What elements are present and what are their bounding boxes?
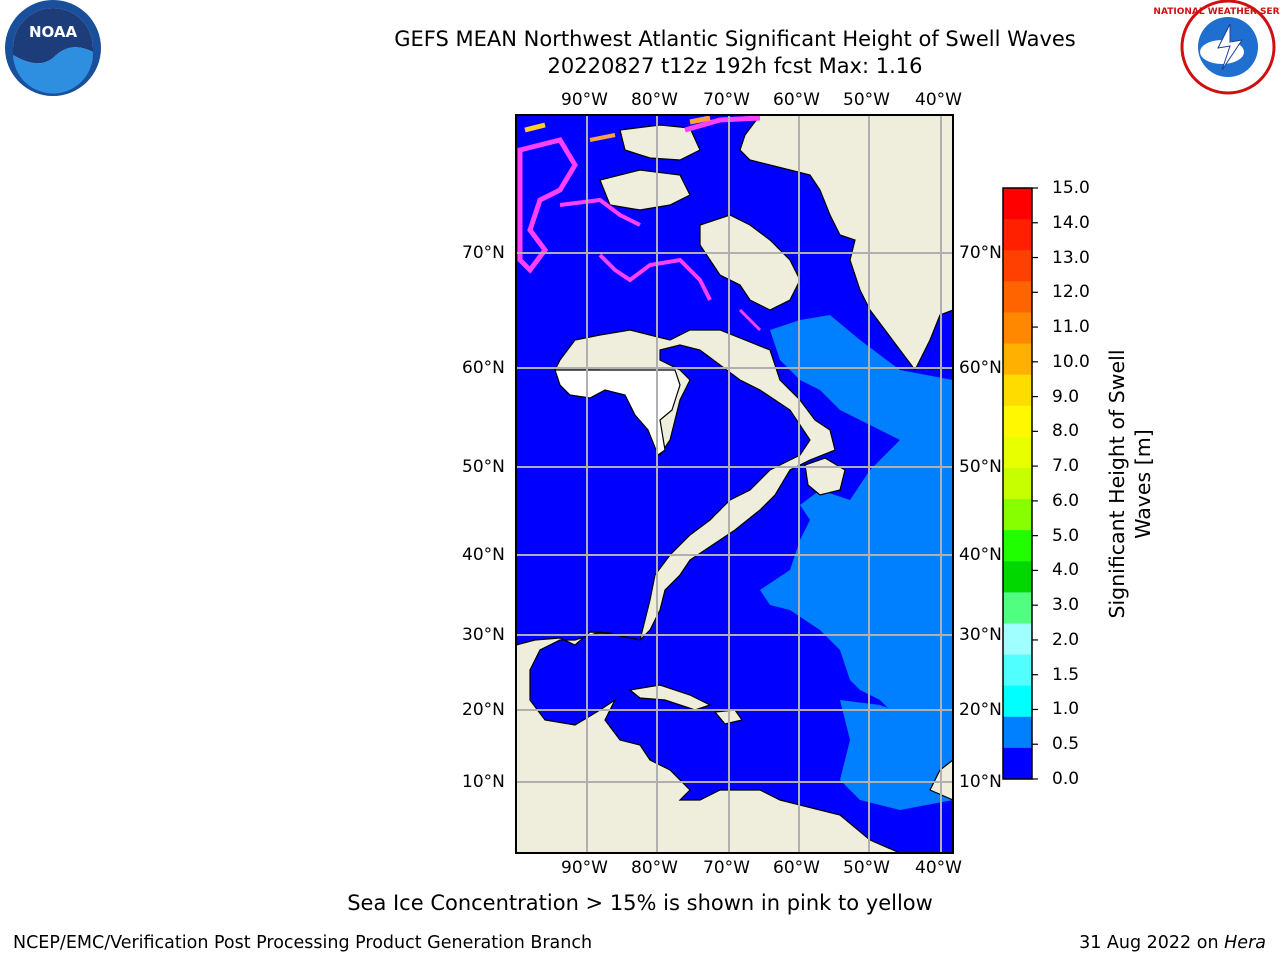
colorbar-label: 0.0 bbox=[1052, 769, 1080, 789]
land-baffin-island bbox=[699, 214, 801, 311]
colorbar-label: 7.0 bbox=[1052, 456, 1080, 477]
lon-label-top-60w: 60°W bbox=[773, 90, 820, 110]
colorbar-title: Significant Height of Swell Waves [m] bbox=[1104, 329, 1156, 639]
colorbar-band bbox=[1003, 219, 1032, 251]
colorbar-label: 1.0 bbox=[1052, 699, 1080, 720]
colorbar-label: 9.0 bbox=[1052, 386, 1080, 407]
lon-label-top-70w: 70°W bbox=[703, 90, 750, 110]
nws-logo: NATIONAL WEATHER SERVICE bbox=[1153, 0, 1280, 95]
lon-label-top-90w: 90°W bbox=[561, 90, 608, 110]
sea-ice bbox=[517, 115, 762, 332]
land-masses bbox=[516, 115, 953, 853]
colorbar-band bbox=[1003, 281, 1032, 313]
lon-label-bottom-40w: 40°W bbox=[915, 858, 962, 878]
lat-label-left-20n: 20°N bbox=[462, 700, 505, 720]
sea-ice-note: Sea Ice Concentration > 15% is shown in … bbox=[347, 891, 933, 915]
noaa-logo: NOAA bbox=[5, 0, 101, 96]
colorbar-label: 6.0 bbox=[1052, 490, 1080, 511]
colorbar-band bbox=[1003, 716, 1032, 749]
lat-label-left-60n: 60°N bbox=[462, 358, 505, 378]
map-area bbox=[516, 115, 953, 853]
noaa-logo-text: NOAA bbox=[29, 23, 78, 41]
colorbar-band bbox=[1003, 654, 1032, 687]
lat-label-right-40n: 40°N bbox=[959, 545, 1002, 565]
colorbar-band bbox=[1003, 250, 1032, 282]
colorbar-band bbox=[1003, 343, 1032, 376]
colorbar-label: 14.0 bbox=[1052, 212, 1090, 233]
colorbar-band bbox=[1003, 685, 1032, 718]
colorbar-title-line1: Significant Height of Swell bbox=[1105, 349, 1129, 619]
colorbar-label: 15.0 bbox=[1052, 178, 1090, 198]
map-frame bbox=[515, 114, 954, 854]
colorbar-label: 5.0 bbox=[1052, 525, 1080, 546]
colorbar-title-line2: Waves [m] bbox=[1131, 429, 1155, 539]
colorbar-band bbox=[1003, 623, 1032, 656]
lon-label-top-80w: 80°W bbox=[631, 90, 678, 110]
lat-label-right-50n: 50°N bbox=[959, 457, 1002, 477]
lon-label-top-50w: 50°W bbox=[843, 90, 890, 110]
colorbar-band bbox=[1003, 499, 1032, 531]
colorbar-label: 2.0 bbox=[1052, 629, 1080, 650]
colorbar-band bbox=[1003, 405, 1032, 438]
map-title: GEFS MEAN Northwest Atlantic Significant… bbox=[394, 27, 1076, 51]
colorbar-band bbox=[1003, 312, 1032, 345]
colorbar-label: 4.0 bbox=[1052, 560, 1080, 581]
lat-label-right-60n: 60°N bbox=[959, 358, 1002, 378]
footer-machine: Hera bbox=[1224, 933, 1266, 953]
colorbar-band bbox=[1003, 530, 1032, 562]
colorbar-label: 10.0 bbox=[1052, 351, 1090, 372]
colorbar-frame bbox=[1002, 187, 1033, 780]
colorbar-band bbox=[1003, 374, 1032, 407]
land-ellesmere bbox=[619, 124, 701, 161]
colorbar-band bbox=[1003, 592, 1032, 624]
land-greenland bbox=[739, 115, 953, 372]
colorbar-band bbox=[1003, 747, 1032, 780]
lon-label-bottom-70w: 70°W bbox=[703, 858, 750, 878]
swell-region-open-atlantic bbox=[760, 315, 953, 760]
colorbar-label: 3.0 bbox=[1052, 595, 1080, 616]
lon-label-bottom-50w: 50°W bbox=[843, 858, 890, 878]
lat-label-left-10n: 10°N bbox=[462, 772, 505, 792]
footer-credit: NCEP/EMC/Verification Post Processing Pr… bbox=[13, 933, 593, 953]
lat-label-right-20n: 20°N bbox=[959, 700, 1002, 720]
colorbar-label: 13.0 bbox=[1052, 247, 1090, 268]
land-arctic-islands bbox=[599, 169, 691, 211]
lat-label-right-10n: 10°N bbox=[959, 772, 1002, 792]
lat-label-left-30n: 30°N bbox=[462, 625, 505, 645]
colorbar-band bbox=[1003, 436, 1032, 469]
colorbar-label: 11.0 bbox=[1052, 317, 1090, 338]
colorbar-band bbox=[1003, 467, 1032, 500]
colorbar-band bbox=[1003, 188, 1032, 220]
lon-label-bottom-60w: 60°W bbox=[773, 858, 820, 878]
graticule bbox=[516, 115, 953, 853]
land-cuba bbox=[628, 684, 712, 711]
lat-label-right-70n: 70°N bbox=[959, 243, 1002, 263]
footer-date: 31 Aug 2022 on Hera bbox=[1079, 933, 1266, 953]
colorbar bbox=[1003, 187, 1038, 780]
footer-date-text: 31 Aug 2022 on bbox=[1079, 933, 1219, 953]
colorbar-label: 0.5 bbox=[1052, 734, 1080, 755]
colorbar-label: 8.0 bbox=[1052, 421, 1080, 442]
land-north-america bbox=[516, 115, 901, 853]
nws-logo-text: NATIONAL WEATHER SERVICE bbox=[1153, 7, 1280, 17]
lon-label-bottom-80w: 80°W bbox=[631, 858, 678, 878]
lat-label-right-30n: 30°N bbox=[959, 625, 1002, 645]
lon-label-top-40w: 40°W bbox=[915, 90, 962, 110]
lat-label-left-70n: 70°N bbox=[462, 243, 505, 263]
colorbar-label: 12.0 bbox=[1052, 282, 1090, 303]
map-subtitle: 20220827 t12z 192h fcst Max: 1.16 bbox=[547, 54, 923, 78]
colorbar-band bbox=[1003, 561, 1032, 593]
lat-label-left-50n: 50°N bbox=[462, 457, 505, 477]
lon-label-bottom-90w: 90°W bbox=[561, 858, 608, 878]
lat-label-left-40n: 40°N bbox=[462, 545, 505, 565]
colorbar-label: 1.5 bbox=[1052, 664, 1080, 685]
